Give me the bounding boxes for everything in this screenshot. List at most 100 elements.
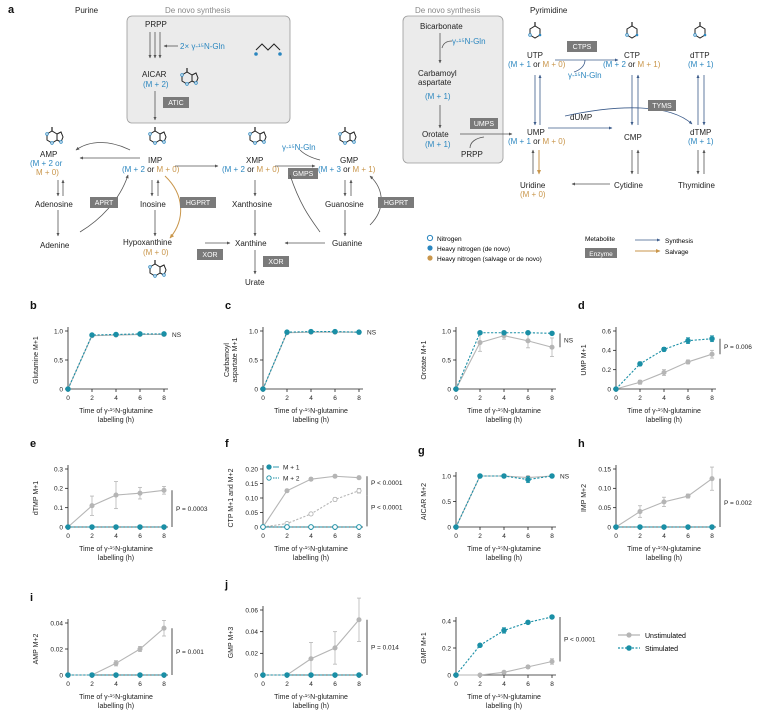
x-tick-label: 4 <box>502 395 506 402</box>
x-tick-label: 8 <box>710 533 714 540</box>
panel-letter-g: g <box>418 445 425 457</box>
y-tick-label: 0 <box>254 386 258 393</box>
legend-label: M + 2 <box>283 475 300 482</box>
prpp-right-label: PRPP <box>461 150 483 159</box>
x-tick-label: 2 <box>285 395 289 402</box>
x-tick-label: 4 <box>502 533 506 540</box>
data-point <box>308 328 314 335</box>
data-point <box>260 672 266 678</box>
y-tick-label: 0.15 <box>598 466 611 473</box>
line-charts: b 0 0.5 1.0 0 2 4 6 8 Time of γ-¹⁵N-glutamine labe… <box>30 300 752 710</box>
panel-letter-h: h <box>578 438 585 450</box>
data-point <box>65 524 71 530</box>
chart-e: e 0 0.1 0.2 0.3 0 2 4 6 8 Time of γ-¹⁵N-glutamine l… <box>30 438 208 562</box>
y-tick-label: 0 <box>59 386 63 393</box>
y-tick-label: 1.0 <box>54 328 63 335</box>
series-line <box>262 331 359 390</box>
ctp-label: CTP <box>624 51 640 60</box>
dttp-mass: (M + 1) <box>688 60 714 69</box>
stimulated-legend-marker <box>626 645 632 651</box>
y-tick-label: 0.5 <box>442 499 451 506</box>
legend-heavy-salvage: Heavy nitrogen (salvage or de novo) <box>437 256 542 263</box>
x-tick-label: 2 <box>285 681 289 688</box>
amp-mass-1: (M + 2 or <box>30 159 63 168</box>
gln-label-ctp: γ-¹⁵N-Gln <box>568 71 602 80</box>
enzyme-hgprt-1 <box>180 197 216 208</box>
x-axis-label: labelling (h) <box>293 555 329 562</box>
y-tick-label: 0 <box>447 524 451 531</box>
y-tick-label: 0.3 <box>54 466 63 473</box>
chart-f: f 0 0.05 0.10 0.15 0.20 0 2 4 6 8 Time of γ-¹⁵N-glu… <box>225 438 403 562</box>
condition-legend: Unstimulated Stimulated <box>618 632 686 653</box>
x-axis-label: Time of γ-¹⁵N-glutamine <box>627 408 701 415</box>
data-point <box>685 524 691 530</box>
panel-letter-e: e <box>30 438 36 450</box>
data-point <box>549 614 555 620</box>
data-point <box>113 331 119 338</box>
aicar-mass: (M + 2) <box>143 80 169 89</box>
enzyme-aprt-label: APRT <box>95 200 114 207</box>
series-line <box>455 616 553 676</box>
y-tick-label: 0.2 <box>54 486 63 493</box>
x-axis-label: Time of γ-¹⁵N-glutamine <box>274 694 348 701</box>
inosine-label: Inosine <box>140 200 166 209</box>
data-point <box>284 329 290 335</box>
x-tick-label: 2 <box>478 395 482 402</box>
enzyme-xor-1-label: XOR <box>202 252 217 259</box>
x-tick-label: 0 <box>261 395 265 402</box>
data-point <box>113 492 119 498</box>
hypoxanthine-structure-icon <box>148 259 167 278</box>
series-line <box>68 627 165 676</box>
legend-salvage: Salvage <box>665 249 689 256</box>
significance-label: P = 0.0003 <box>176 506 208 513</box>
orotate-label: Orotate <box>422 130 449 139</box>
y-tick-label: 0.5 <box>442 357 451 364</box>
data-point <box>453 672 459 678</box>
data-point <box>356 475 362 481</box>
amp-label: AMP <box>40 150 57 159</box>
significance-label: NS <box>564 338 574 345</box>
imp-mass: (M + 2 or M + 0) <box>122 165 180 174</box>
y-tick-label: 0.02 <box>245 651 258 658</box>
y-tick-label: 0 <box>254 524 258 531</box>
enzyme-ctps-label: CTPS <box>573 44 592 51</box>
chart-h: h 0 0.05 0.10 0.15 0 2 4 6 8 Time of γ-¹⁵N-glutami… <box>578 438 752 562</box>
data-point <box>661 370 667 376</box>
data-point <box>685 493 691 499</box>
data-point <box>89 672 95 678</box>
legend-synthesis: Synthesis <box>665 238 694 245</box>
y-tick-label: 0.10 <box>598 486 611 493</box>
x-tick-label: 8 <box>550 533 554 540</box>
legend-nitrogen: Nitrogen <box>437 236 462 243</box>
y-axis-label: Glutamine M+1 <box>33 336 40 384</box>
pathway-diagram: a Purine Pyrimidine De novo synthesis De… <box>8 4 715 287</box>
x-axis-label: Time of γ-¹⁵N-glutamine <box>274 546 348 553</box>
carbamoyl-label-1: Carbamoyl <box>418 69 457 78</box>
data-point <box>501 627 507 634</box>
data-point <box>356 617 362 623</box>
y-tick-label: 0.4 <box>442 618 451 625</box>
significance-label: NS <box>172 332 182 339</box>
series-line <box>262 331 360 390</box>
y-tick-label: 0.2 <box>442 645 451 652</box>
y-tick-label: 0.05 <box>598 505 611 512</box>
y-tick-label: 0.4 <box>602 348 611 355</box>
y-tick-label: 1.0 <box>249 328 258 335</box>
x-tick-label: 4 <box>309 681 313 688</box>
x-tick-label: 4 <box>309 533 313 540</box>
data-point <box>332 473 338 479</box>
x-axis-label: labelling (h) <box>98 555 134 562</box>
y-axis-label: IMP M+2 <box>581 484 588 512</box>
significance-label: NS <box>367 329 377 336</box>
x-tick-label: 0 <box>454 395 458 402</box>
legend-marker <box>266 464 272 470</box>
panel-letter-d: d <box>578 300 585 312</box>
data-point <box>549 344 555 350</box>
x-tick-label: 2 <box>90 395 94 402</box>
y-tick-label: 0.6 <box>602 328 611 335</box>
data-point <box>709 524 715 530</box>
data-point <box>308 511 314 517</box>
legend-metabolite: Metabolite <box>585 236 615 243</box>
data-point <box>308 656 314 662</box>
